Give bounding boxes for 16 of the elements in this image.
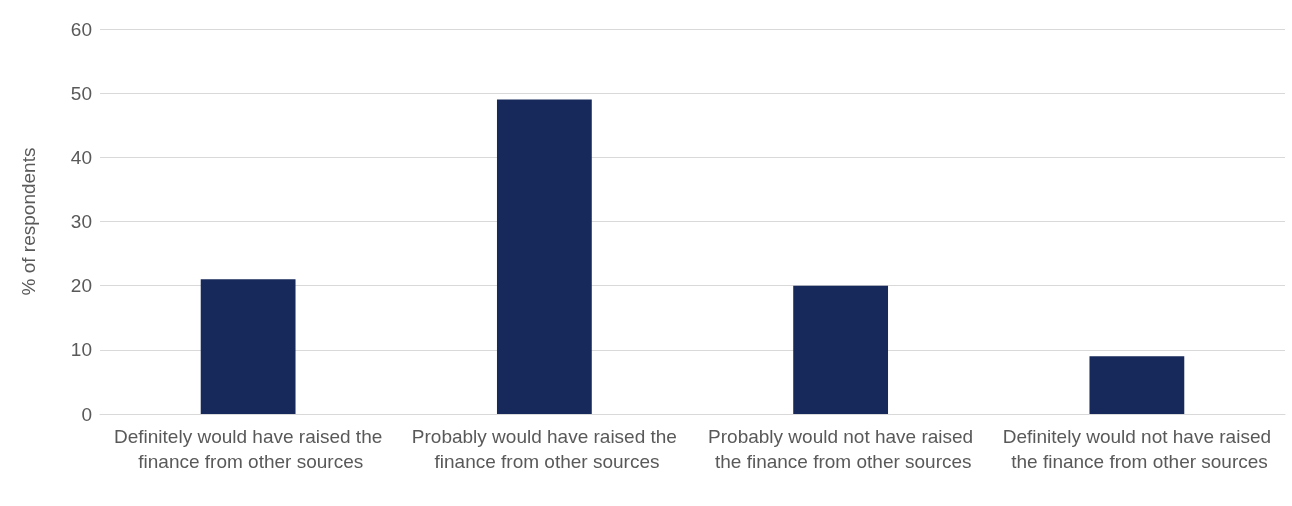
bar — [200, 279, 296, 414]
y-tick-label: 0 — [81, 403, 92, 425]
y-tick-label: 60 — [70, 18, 92, 40]
y-tick-label: 40 — [70, 146, 92, 168]
bar — [1089, 356, 1185, 414]
x-tick-label: Definitely would not have raised the finance from other sources — [1002, 426, 1272, 472]
x-tick-label: Definitely would have raised the finance from other sources — [113, 426, 383, 472]
y-tick-label: 30 — [70, 211, 92, 232]
y-tick-label: 20 — [70, 275, 92, 297]
bar — [496, 99, 592, 414]
x-tick-label: Probably would have raised the finance from other sources — [411, 426, 677, 472]
bar — [793, 285, 889, 414]
y-axis-title: % of respondents — [18, 147, 39, 296]
y-tick-label: 10 — [70, 339, 92, 361]
x-tick-label: Probably would not have raised the finance from other sources — [708, 426, 974, 472]
y-tick-label: 50 — [70, 82, 92, 104]
